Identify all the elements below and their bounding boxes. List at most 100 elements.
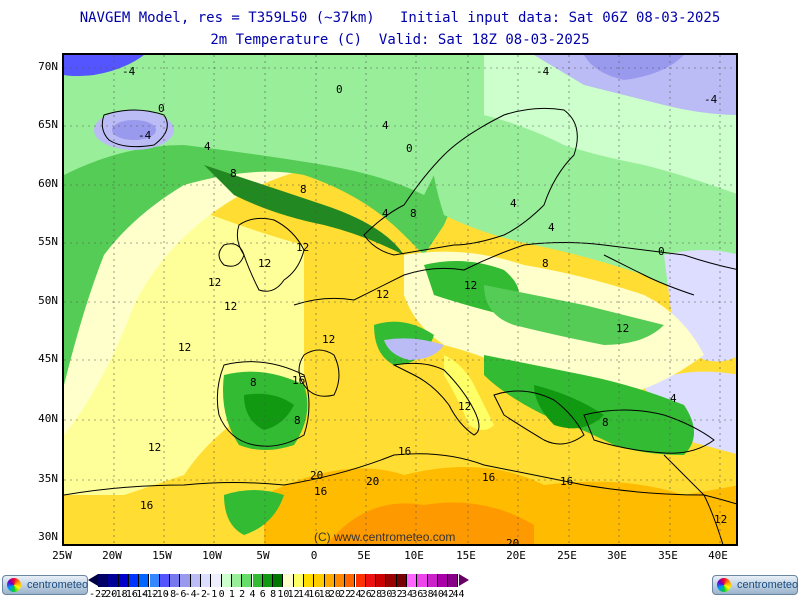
contour-label: 16 bbox=[482, 471, 495, 484]
colorbar-swatch bbox=[242, 574, 253, 587]
contour-label: -4 bbox=[536, 65, 550, 78]
contour-label: 16 bbox=[140, 499, 153, 512]
lat-label: 45N bbox=[38, 352, 58, 365]
lat-label: 60N bbox=[38, 177, 58, 190]
contour-label: 8 bbox=[410, 207, 417, 220]
colorbar-swatch bbox=[283, 574, 294, 587]
contour-label: 4 bbox=[382, 119, 389, 132]
contour-label: 16 bbox=[314, 485, 327, 498]
colorbar-swatch bbox=[273, 574, 284, 587]
colorbar-swatch bbox=[221, 574, 232, 587]
colorbar-label: 16 bbox=[308, 589, 321, 600]
colorbar-swatch bbox=[437, 574, 449, 587]
colorbar-left-arrow bbox=[88, 574, 98, 586]
colorbar-swatch bbox=[407, 574, 418, 587]
colorbar-swatch bbox=[201, 574, 212, 587]
contour-label: 20 bbox=[310, 469, 323, 482]
contour-label: 12 bbox=[322, 333, 335, 346]
contour-label: 8 bbox=[230, 167, 237, 180]
colorbar-label: 1 bbox=[228, 589, 235, 600]
colorbar-label: 0 bbox=[218, 589, 225, 600]
colorbar-swatch bbox=[304, 574, 315, 587]
lon-label: 0 bbox=[310, 549, 318, 562]
contour-label: 12 bbox=[714, 513, 727, 526]
colorbar-label: 4 bbox=[249, 589, 256, 600]
contour-label: -4 bbox=[704, 93, 718, 106]
colorbar-swatch bbox=[365, 574, 377, 587]
contour-label: 0 bbox=[336, 83, 343, 96]
colorbar-swatch bbox=[180, 574, 191, 587]
colorbar-label: 42 bbox=[442, 589, 455, 600]
contour-label: 4 bbox=[670, 392, 677, 405]
contour-label: 8 bbox=[294, 414, 301, 427]
colorbar-swatch bbox=[159, 574, 171, 587]
map-title-line2: 2m Temperature (C) Valid: Sat 18Z 08-03-… bbox=[210, 32, 590, 48]
colorbar-label: 40 bbox=[431, 589, 444, 600]
lon-label: 5W bbox=[256, 549, 270, 562]
colorbar-swatch bbox=[386, 574, 397, 587]
contour-label: 12 bbox=[224, 300, 237, 313]
contour-label: 8 bbox=[300, 183, 307, 196]
colorbar-swatch bbox=[355, 574, 366, 587]
colorbar-swatch bbox=[98, 574, 109, 587]
colorbar-label: 24 bbox=[349, 589, 362, 600]
logo-disc-icon bbox=[717, 578, 731, 592]
contour-label: 4 bbox=[382, 207, 389, 220]
lon-label: 35E bbox=[658, 549, 678, 562]
contour-label: 4 bbox=[510, 197, 517, 210]
colorbar-label: 2 bbox=[239, 589, 246, 600]
contour-label: 12 bbox=[148, 441, 161, 454]
centrometeo-logo-left[interactable]: centrometeo bbox=[2, 575, 88, 595]
contour-label: 0 bbox=[406, 142, 413, 155]
colorbar-swatch bbox=[262, 574, 274, 587]
contour-label: 12 bbox=[296, 241, 309, 254]
contour-label: 12 bbox=[616, 322, 629, 335]
colorbar-swatch bbox=[231, 574, 243, 587]
contour-label: 8 bbox=[542, 257, 549, 270]
colorbar-swatch bbox=[293, 574, 304, 587]
colorbar-label: 28 bbox=[370, 589, 383, 600]
lat-label: 30N bbox=[38, 530, 58, 543]
colorbar-label: 18 bbox=[318, 589, 331, 600]
lon-label: 40E bbox=[708, 549, 728, 562]
lat-label: 55N bbox=[38, 235, 58, 248]
colorbar-label: -20 bbox=[99, 589, 118, 600]
colorbar-swatch bbox=[128, 574, 140, 587]
colorbar-label: 36 bbox=[411, 589, 424, 600]
lon-label: 20W bbox=[102, 549, 122, 562]
copyright-watermark: (C) www.centrometeo.com bbox=[314, 530, 455, 544]
colorbar-swatch bbox=[396, 574, 407, 587]
contour-label: 8 bbox=[250, 376, 257, 389]
map-title-line1: NAVGEM Model, res = T359L50 (~37km) Init… bbox=[79, 10, 721, 26]
colorbar-swatch bbox=[427, 574, 438, 587]
contour-label: 20 bbox=[366, 475, 379, 488]
centrometeo-logo-right[interactable]: centrometeo bbox=[712, 575, 798, 595]
colorbar-label: -8 bbox=[164, 589, 177, 600]
colorbar-label: 8 bbox=[270, 589, 277, 600]
contour-label: 12 bbox=[178, 341, 191, 354]
colorbar-label: 32 bbox=[390, 589, 403, 600]
contour-label: 0 bbox=[158, 102, 165, 115]
contour-label: -4 bbox=[122, 65, 136, 78]
colorbar-label: -1 bbox=[205, 589, 218, 600]
contour-label: -4 bbox=[138, 129, 152, 142]
lon-label: 15W bbox=[152, 549, 172, 562]
logo-disc-icon bbox=[7, 578, 21, 592]
contour-label: 0 bbox=[658, 245, 665, 258]
colorbar-label: 30 bbox=[380, 589, 393, 600]
colorbar-swatch bbox=[334, 574, 346, 587]
lon-label: 10E bbox=[404, 549, 424, 562]
colorbar-label: -2 bbox=[194, 589, 208, 600]
colorbar-label: -12 bbox=[140, 589, 159, 600]
temperature-map[interactable]: -4 -4 -4 -4 0 0 0 0 4 4 4 4 4 4 8 8 8 8 … bbox=[62, 53, 738, 546]
colorbar-swatch bbox=[376, 574, 387, 587]
colorbar-swatch bbox=[211, 574, 222, 587]
colorbar-label: 38 bbox=[421, 589, 434, 600]
colorbar-label: 10 bbox=[277, 589, 290, 600]
lon-label: 25E bbox=[557, 549, 577, 562]
lon-label: 30E bbox=[607, 549, 627, 562]
colorbar-label: -22 bbox=[88, 589, 108, 600]
contour-label: 4 bbox=[548, 221, 555, 234]
lat-label: 35N bbox=[38, 472, 58, 485]
lat-label: 40N bbox=[38, 412, 58, 425]
